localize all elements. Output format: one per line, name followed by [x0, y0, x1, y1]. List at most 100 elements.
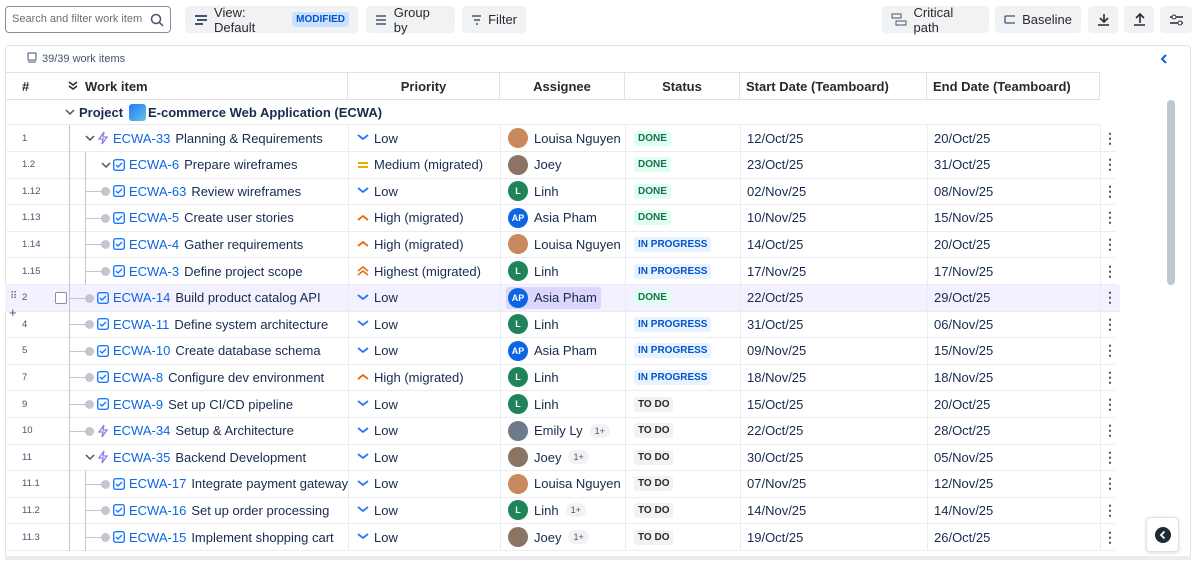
work-item-row[interactable]: 9 ECWA-9 Set up CI/CD pipeline Low L Linh TO D…: [5, 391, 1117, 418]
status-badge[interactable]: IN PROGRESS: [634, 231, 712, 257]
column-header[interactable]: Assignee: [500, 73, 625, 99]
assignee-extra[interactable]: 1+: [568, 450, 589, 465]
row-menu[interactable]: ⋮: [1103, 368, 1117, 385]
assignee[interactable]: AP Asia Pham: [508, 205, 597, 231]
scrollbar[interactable]: [1167, 100, 1175, 285]
work-item-key[interactable]: ECWA-33: [113, 130, 171, 146]
status-badge[interactable]: IN PROGRESS: [634, 258, 712, 284]
status-badge[interactable]: TO DO: [634, 444, 674, 470]
status-badge[interactable]: IN PROGRESS: [634, 364, 712, 390]
upload-button[interactable]: [1124, 6, 1154, 33]
row-menu[interactable]: ⋮: [1103, 501, 1117, 518]
priority[interactable]: High (migrated): [357, 231, 464, 257]
row-menu[interactable]: ⋮: [1103, 129, 1117, 146]
assignee[interactable]: Louisa Nguyen: [508, 125, 621, 151]
priority[interactable]: Low: [357, 418, 398, 444]
project-chevron[interactable]: [65, 109, 75, 117]
status-badge[interactable]: DONE: [634, 205, 671, 231]
assignee[interactable]: L Linh: [508, 178, 559, 204]
assignee[interactable]: AP Asia Pham: [506, 286, 601, 309]
priority[interactable]: High (migrated): [357, 364, 464, 390]
status-badge[interactable]: DONE: [634, 178, 671, 204]
status-badge[interactable]: TO DO: [634, 497, 674, 523]
work-item-key[interactable]: ECWA-5: [129, 210, 180, 226]
status-badge[interactable]: DONE: [634, 125, 671, 151]
assignee-extra[interactable]: 1+: [568, 530, 589, 544]
work-item-key[interactable]: ECWA-8: [113, 369, 164, 385]
row-menu[interactable]: ⋮: [1103, 209, 1117, 226]
work-item-row[interactable]: 1.12 ECWA-63 Review wireframes Low L Linh DONE…: [5, 178, 1117, 206]
row-menu[interactable]: ⋮: [1103, 422, 1117, 439]
work-item[interactable]: ECWA-17 Integrate payment gateway: [129, 471, 348, 497]
work-item-key[interactable]: ECWA-15: [129, 529, 187, 545]
status-badge[interactable]: TO DO: [634, 391, 674, 417]
work-item-key[interactable]: ECWA-34: [113, 423, 171, 439]
priority[interactable]: Low: [357, 311, 398, 337]
assignee[interactable]: L Linh 1+: [508, 497, 586, 523]
row-menu[interactable]: ⋮: [1103, 528, 1117, 545]
row-menu[interactable]: ⋮: [1103, 342, 1117, 359]
critical-path-button[interactable]: Critical path: [882, 5, 989, 35]
work-item[interactable]: ECWA-15 Implement shopping cart: [129, 524, 334, 550]
assignee[interactable]: L Linh: [508, 311, 559, 337]
column-header[interactable]: Priority: [348, 73, 500, 99]
assignee[interactable]: Louisa Nguyen: [508, 231, 621, 257]
assignee[interactable]: L Linh: [508, 364, 559, 390]
priority[interactable]: Low: [357, 285, 398, 311]
priority[interactable]: High (migrated): [357, 205, 464, 231]
column-header[interactable]: Status: [625, 73, 740, 99]
work-item[interactable]: ECWA-34 Setup & Architecture: [113, 418, 294, 444]
row-menu[interactable]: ⋮: [1103, 182, 1117, 199]
search-box[interactable]: Search and filter work item: [5, 6, 171, 33]
status-badge[interactable]: IN PROGRESS: [634, 338, 712, 364]
work-item-key[interactable]: ECWA-63: [129, 183, 187, 199]
timeline-toggle[interactable]: [1146, 517, 1179, 552]
priority[interactable]: Low: [357, 338, 398, 364]
status-badge[interactable]: TO DO: [634, 524, 674, 550]
row-menu[interactable]: ⋮: [1103, 395, 1117, 412]
work-item[interactable]: ECWA-16 Set up order processing: [129, 497, 329, 523]
priority[interactable]: Medium (migrated): [357, 152, 483, 178]
work-item-key[interactable]: ECWA-3: [129, 263, 180, 279]
assignee[interactable]: L Linh: [508, 391, 559, 417]
work-item[interactable]: ECWA-5 Create user stories: [129, 205, 294, 231]
work-item-key[interactable]: ECWA-17: [129, 476, 187, 492]
assignee-extra[interactable]: 1+: [565, 503, 586, 518]
work-item-key[interactable]: ECWA-9: [113, 396, 164, 412]
row-menu[interactable]: ⋮: [1103, 448, 1117, 465]
status-badge[interactable]: DONE: [634, 152, 671, 178]
row-menu[interactable]: ⋮: [1103, 315, 1117, 332]
priority[interactable]: Low: [357, 125, 398, 151]
column-header[interactable]: Start Date (Teamboard): [740, 73, 927, 99]
work-item-row[interactable]: 1.15 ECWA-3 Define project scope Highest (m…: [5, 258, 1117, 285]
work-item[interactable]: ECWA-3 Define project scope: [129, 258, 303, 284]
work-item-row[interactable]: 1.13 ECWA-5 Create user stories High (migra…: [5, 204, 1117, 232]
filter-button[interactable]: Filter: [462, 6, 526, 33]
view-button[interactable]: View: Default MODIFIED: [185, 5, 358, 35]
work-item-row[interactable]: 11.2 ECWA-16 Set up order processing Low L Li…: [5, 497, 1117, 525]
work-item-row[interactable]: 11.1 ECWA-17 Integrate payment gateway Low L…: [5, 470, 1117, 498]
work-item[interactable]: ECWA-10 Create database schema: [113, 338, 321, 364]
priority[interactable]: Low: [357, 524, 398, 550]
work-item[interactable]: ECWA-63 Review wireframes: [129, 178, 301, 204]
work-item-key[interactable]: ECWA-14: [113, 290, 171, 306]
row-menu[interactable]: ⋮: [1103, 475, 1117, 492]
status-badge[interactable]: TO DO: [634, 418, 674, 444]
assignee[interactable]: Joey 1+: [508, 444, 589, 470]
row-menu[interactable]: ⋮: [1103, 156, 1117, 173]
work-item-key[interactable]: ECWA-11: [113, 316, 170, 332]
priority[interactable]: Low: [357, 471, 398, 497]
column-header[interactable]: #: [5, 73, 62, 99]
row-menu[interactable]: ⋮: [1103, 262, 1117, 279]
work-item[interactable]: ECWA-35 Backend Development: [113, 444, 306, 470]
work-item-key[interactable]: ECWA-4: [129, 236, 180, 252]
work-item-row[interactable]: 7 ECWA-8 Configure dev environment High (mi…: [5, 364, 1117, 392]
assignee-extra[interactable]: 1+: [589, 423, 610, 438]
priority[interactable]: Low: [357, 444, 398, 470]
priority[interactable]: Highest (migrated): [357, 258, 481, 284]
horizontal-scrollbar[interactable]: [5, 556, 1191, 560]
row-checkbox[interactable]: [55, 291, 67, 304]
work-item[interactable]: ECWA-4 Gather requirements: [129, 231, 303, 257]
status-badge[interactable]: TO DO: [634, 471, 674, 497]
assignee[interactable]: L Linh: [508, 258, 559, 284]
